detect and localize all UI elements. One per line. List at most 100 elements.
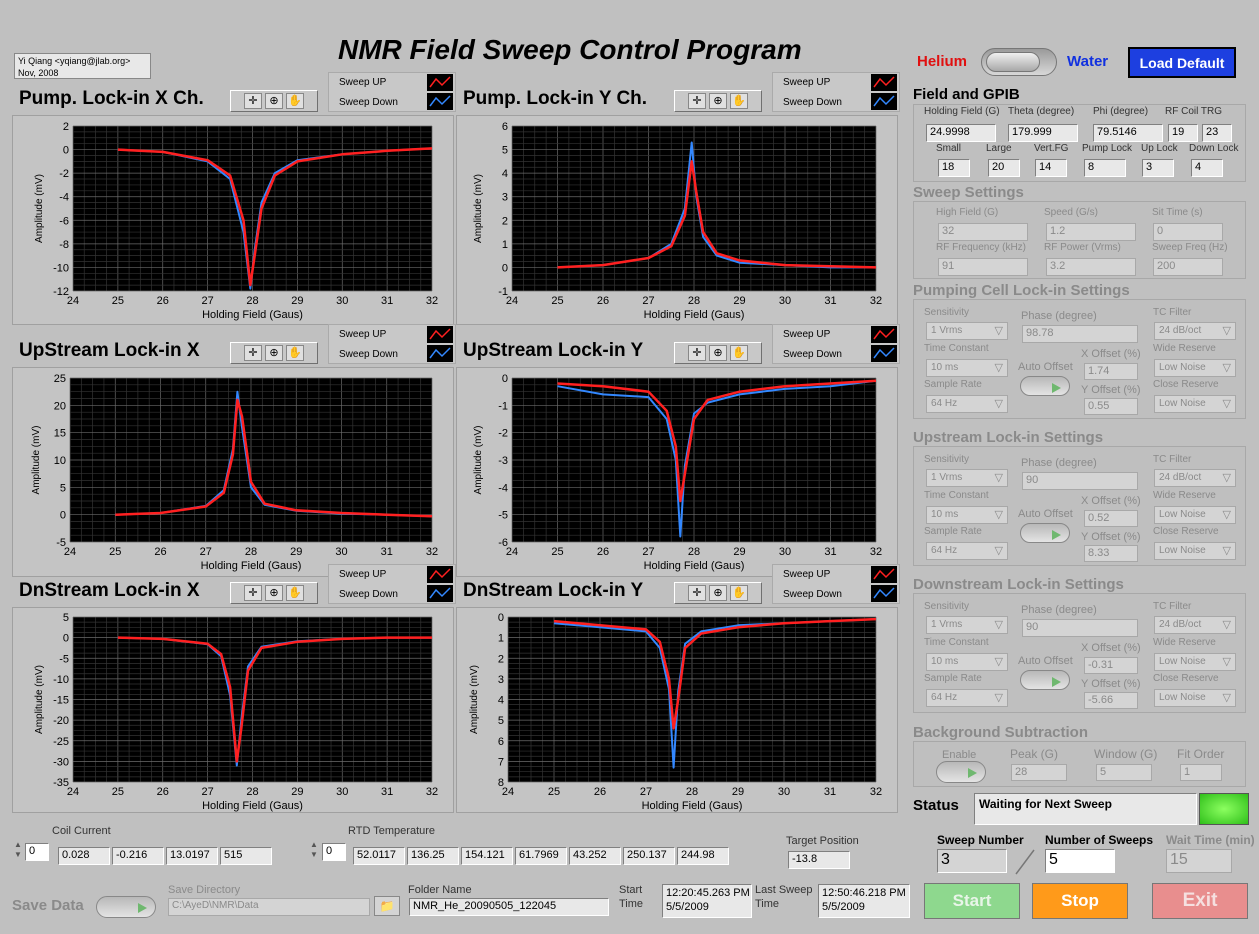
save-directory-path[interactable]: C:\AyeD\NMR\Data [168,898,370,916]
plot-canvas-4[interactable]: 24 25 26 27 28 29 30 31 32 0 -1 -2 -3 -4 -5 -6 Holding F… [456,367,898,581]
time-constant-dropdown[interactable]: 10 ms [926,653,1008,671]
sample-rate-dropdown[interactable]: 64 Hz [926,395,1008,413]
speed-input[interactable]: 1.2 [1046,223,1136,241]
crosshair-icon[interactable]: ✛ [244,585,262,601]
x-offset-input[interactable]: 1.74 [1084,363,1138,380]
plot-canvas-5[interactable]: 24 25 26 27 28 29 30 31 32 5 0 -5 -10 -15 -20 -25 -30 -35… [12,607,454,821]
sweep-number-value: 3 [937,849,1007,873]
close-reserve-dropdown[interactable]: Low Noise [1154,689,1236,707]
exit-button[interactable]: Exit [1152,883,1248,919]
bg-fit-input[interactable]: 1 [1180,764,1222,781]
legend-down-swatch[interactable] [427,345,453,362]
pan-hand-icon[interactable]: ✋ [730,345,748,361]
holding-field-value: 24.9998 [926,124,996,142]
load-default-button[interactable]: Load Default [1128,47,1236,78]
wide-reserve-dropdown[interactable]: Low Noise [1154,506,1236,524]
plot-canvas-3[interactable]: 24 25 26 27 28 29 30 31 32 25 20 15 10 5 0 -5 Holding Fi… [12,367,454,581]
bg-peak-input[interactable]: 28 [1011,764,1067,781]
sweep-freq-input[interactable]: 200 [1153,258,1223,276]
legend-up-swatch[interactable] [427,566,453,583]
pan-hand-icon[interactable]: ✋ [730,93,748,109]
pan-hand-icon[interactable]: ✋ [286,345,304,361]
num-sweeps-label: Number of Sweeps [1045,833,1154,847]
sensitivity-dropdown[interactable]: 1 Vrms [926,616,1008,634]
rtd-index-stepper[interactable]: ▲ ▼ [310,840,318,859]
zoom-icon[interactable]: ⊕ [265,345,283,361]
plot-canvas-6[interactable]: 24 25 26 27 28 29 30 31 32 0 1 2 3 4 5 6 7 8 Holding Field… [456,607,898,821]
time-constant-label: Time Constant [924,637,989,648]
coil-current-index[interactable]: 0 [25,843,49,861]
legend-down-swatch[interactable] [427,585,453,602]
time-constant-dropdown[interactable]: 10 ms [926,506,1008,524]
stop-button[interactable]: Stop [1032,883,1128,919]
x-offset-input[interactable]: -0.31 [1084,657,1138,674]
close-reserve-label: Close Reserve [1153,526,1219,537]
y-offset-input[interactable]: 8.33 [1084,545,1138,562]
coil-current-index-stepper[interactable]: ▲ ▼ [14,840,22,859]
legend-up-swatch[interactable] [871,74,897,91]
phi-label: Phi (degree) [1093,106,1149,117]
x-offset-input[interactable]: 0.52 [1084,510,1138,527]
plot-canvas-1[interactable]: 24 25 26 27 28 29 30 31 32 2 0 -2 -4 -6 -8 -10 -12 Holdin… [12,115,454,329]
num-sweeps-input[interactable]: 5 [1045,849,1115,873]
high-field-input[interactable]: 32 [938,223,1028,241]
sample-rate-dropdown[interactable]: 64 Hz [926,542,1008,560]
zoom-icon[interactable]: ⊕ [709,345,727,361]
zoom-icon[interactable]: ⊕ [265,585,283,601]
legend-down-swatch[interactable] [871,585,897,602]
save-data-toggle[interactable] [96,896,156,918]
crosshair-icon[interactable]: ✛ [688,93,706,109]
sit-time-input[interactable]: 0 [1153,223,1223,241]
rf-power-input[interactable]: 3.2 [1046,258,1136,276]
legend-up-swatch[interactable] [871,566,897,583]
tc-filter-dropdown[interactable]: 24 dB/oct [1154,616,1236,634]
crosshair-icon[interactable]: ✛ [688,345,706,361]
bg-enable-toggle[interactable] [936,761,986,783]
wide-reserve-dropdown[interactable]: Low Noise [1154,359,1236,377]
zoom-icon[interactable]: ⊕ [265,93,283,109]
crosshair-icon[interactable]: ✛ [688,585,706,601]
wait-time-input[interactable]: 15 [1166,849,1232,873]
close-reserve-dropdown[interactable]: Low Noise [1154,395,1236,413]
auto-offset-button[interactable] [1020,670,1070,690]
gas-toggle-switch[interactable] [981,48,1057,76]
x-axis-label: Holding Field (Gaus) [202,800,303,812]
legend-down-swatch[interactable] [871,345,897,362]
phase-input[interactable]: 98.78 [1022,325,1138,343]
sensitivity-dropdown[interactable]: 1 Vrms [926,322,1008,340]
pan-hand-icon[interactable]: ✋ [730,585,748,601]
auto-offset-button[interactable] [1020,376,1070,396]
pan-hand-icon[interactable]: ✋ [286,585,304,601]
rtd-index[interactable]: 0 [322,843,346,861]
y-axis-label: Amplitude (mV) [34,665,45,734]
folder-browse-icon[interactable]: 📁 [374,896,400,916]
plot-title-1: Pump. Lock-in X Ch. [19,88,204,109]
tc-filter-dropdown[interactable]: 24 dB/oct [1154,322,1236,340]
start-button[interactable]: Start [924,883,1020,919]
sensitivity-dropdown[interactable]: 1 Vrms [926,469,1008,487]
zoom-icon[interactable]: ⊕ [709,93,727,109]
wide-reserve-dropdown[interactable]: Low Noise [1154,653,1236,671]
zoom-icon[interactable]: ⊕ [709,585,727,601]
pan-hand-icon[interactable]: ✋ [286,93,304,109]
legend-up-swatch[interactable] [871,326,897,343]
auto-offset-button[interactable] [1020,523,1070,543]
y-tick-label: 6 [502,121,508,133]
sample-rate-dropdown[interactable]: 64 Hz [926,689,1008,707]
close-reserve-dropdown[interactable]: Low Noise [1154,542,1236,560]
crosshair-icon[interactable]: ✛ [244,345,262,361]
tc-filter-dropdown[interactable]: 24 dB/oct [1154,469,1236,487]
legend-down-swatch[interactable] [871,93,897,110]
bg-window-input[interactable]: 5 [1096,764,1152,781]
crosshair-icon[interactable]: ✛ [244,93,262,109]
legend-up-swatch[interactable] [427,74,453,91]
legend-down-swatch[interactable] [427,93,453,110]
rf-frequency-input[interactable]: 91 [938,258,1028,276]
legend-up-swatch[interactable] [427,326,453,343]
phase-input[interactable]: 90 [1022,472,1138,490]
time-constant-dropdown[interactable]: 10 ms [926,359,1008,377]
y-offset-input[interactable]: 0.55 [1084,398,1138,415]
y-offset-input[interactable]: -5.66 [1084,692,1138,709]
phase-input[interactable]: 90 [1022,619,1138,637]
